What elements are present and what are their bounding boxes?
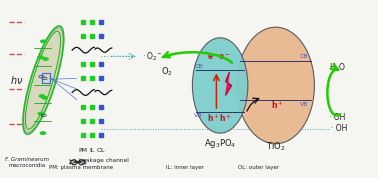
Text: IL: inner layer: IL: inner layer xyxy=(166,165,204,170)
Text: h$^+$: h$^+$ xyxy=(207,112,220,124)
Text: · OH: · OH xyxy=(331,124,347,133)
Text: h$^+$: h$^+$ xyxy=(271,100,284,111)
Circle shape xyxy=(43,58,48,60)
Text: OL: OL xyxy=(96,148,105,153)
Circle shape xyxy=(38,56,43,58)
Ellipse shape xyxy=(23,28,63,133)
Text: PM: PM xyxy=(79,148,88,153)
Ellipse shape xyxy=(192,38,248,133)
Ellipse shape xyxy=(237,27,314,144)
Text: · OH: · OH xyxy=(329,113,345,122)
Text: macroconidia: macroconidia xyxy=(8,163,45,168)
Text: O$_2$: O$_2$ xyxy=(161,65,173,78)
Text: OL: outer layer: OL: outer layer xyxy=(239,165,279,170)
Text: H$_2$O: H$_2$O xyxy=(329,62,346,74)
Circle shape xyxy=(38,112,43,115)
Text: · O$_2$$^{-}$: · O$_2$$^{-}$ xyxy=(143,50,163,63)
Text: CB: CB xyxy=(300,54,308,59)
Text: Ag$_3$PO$_4$: Ag$_3$PO$_4$ xyxy=(204,137,236,150)
Text: e$^-$: e$^-$ xyxy=(218,52,231,62)
Bar xyxy=(42,73,50,83)
Text: VB: VB xyxy=(194,113,203,118)
Text: PM: plasma membrane: PM: plasma membrane xyxy=(50,165,113,170)
Circle shape xyxy=(42,97,47,99)
Circle shape xyxy=(39,95,45,97)
Circle shape xyxy=(41,40,46,43)
Text: CB: CB xyxy=(194,64,203,69)
Text: e$^-$: e$^-$ xyxy=(207,52,220,62)
Text: $h\nu$: $h\nu$ xyxy=(10,74,23,86)
Text: IL: IL xyxy=(89,148,94,153)
Circle shape xyxy=(40,132,46,134)
Text: Leakage channel: Leakage channel xyxy=(79,158,129,163)
Text: TiO$_2$: TiO$_2$ xyxy=(266,141,285,153)
Text: F. Graminearum: F. Graminearum xyxy=(5,156,49,161)
Polygon shape xyxy=(226,72,232,95)
Text: VB: VB xyxy=(300,101,308,106)
Text: h$^+$: h$^+$ xyxy=(219,112,232,124)
